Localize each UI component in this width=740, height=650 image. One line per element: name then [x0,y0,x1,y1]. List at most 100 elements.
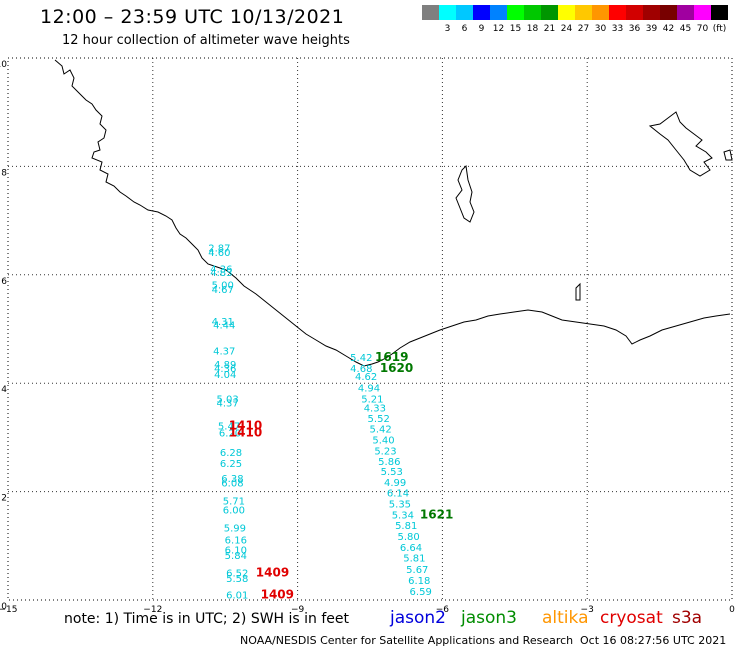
swh-value-label: 5.84 [225,551,247,562]
generation-timestamp: Oct 16 08:27:56 UTC 2021 [580,634,727,647]
scale-swatch [677,5,694,20]
swh-value-label: 4.44 [213,321,235,332]
scale-swatch [660,5,677,20]
swh-value-label: 6.38 [221,474,243,485]
islet-c [575,282,581,301]
x-tick-label: −6 [436,605,450,615]
y-tick-label: 6 [1,277,7,287]
satellite-legend-jason2: jason2 [390,608,446,628]
scale-swatch [422,5,439,20]
scale-swatch [626,5,643,20]
swh-value-label: 5.21 [361,394,383,405]
swh-value-label: 6.00 [223,505,245,516]
map-subtitle: 12 hour collection of altimeter wave hei… [62,33,350,48]
map-title: 12:00 – 23:59 UTC 10/13/2021 [40,6,345,28]
y-tick-label: 8 [1,168,7,178]
pass-time-label: 1410 [229,418,262,432]
pass-time-label: 1409 [256,565,289,579]
swh-value-label: 5.81 [403,554,425,565]
axis-tick-labels: −15 −12 −9 −6 −3 0 0 2 4 6 8 10 [0,60,735,615]
swh-value-label: 6.52 [226,568,248,579]
x-tick-label: −15 [0,605,18,615]
swh-value-label: 4.33 [364,404,386,415]
y-tick-label: 0 [1,602,7,612]
x-tick-label: 0 [729,605,735,615]
swh-value-label: 5.99 [224,523,246,534]
scale-label: 45 [679,24,692,34]
swh-value-label: 4.94 [358,384,380,395]
scale-swatch [558,5,575,20]
swh-value-label: 5.58 [226,574,248,585]
coastline-main [54,59,731,367]
swh-value-label: 6.20 [219,429,241,440]
swh-readings: 2.874.604.364.835.004.674.314.444.374.89… [208,244,432,602]
y-tick-label: 4 [1,385,7,395]
coastline [54,59,733,367]
pass-time-label: 1409 [261,588,294,602]
scale-label: 39 [645,24,658,34]
swh-value-label: 5.40 [372,436,394,447]
satellite-legend-jason3: jason3 [461,608,517,628]
scale-label: (ft) [712,24,727,34]
swh-value-label: 5.42 [350,353,372,364]
swh-value-label: 5.03 [216,394,238,405]
plot-frame [7,57,733,601]
swh-value-label: 5.81 [395,521,417,532]
y-tick-label: 2 [1,494,7,504]
swh-value-label: 5.00 [212,281,234,292]
y-tick-label: 10 [0,60,7,70]
swh-value-label: 4.67 [212,285,234,296]
scale-swatch [609,5,626,20]
swh-value-label: 4.36 [210,264,232,275]
scale-swatch [592,5,609,20]
scale-swatch [473,5,490,20]
swh-value-label: 4.62 [355,372,377,383]
island-a [455,164,475,223]
satellite-legend-s3a: s3a [672,608,703,628]
scale-swatch [694,5,711,20]
scale-label: 18 [526,24,539,34]
pass-time-label: 1410 [229,426,262,440]
scale-swatch [524,5,541,20]
footer-note: note: 1) Time is in UTC; 2) SWH is in fe… [64,611,350,627]
swh-value-label: 5.67 [406,565,428,576]
swh-value-label: 5.53 [381,467,403,478]
swh-value-label: 5.71 [223,496,245,507]
swh-value-label: 6.64 [400,543,422,554]
swh-value-label: 4.37 [213,347,235,358]
swh-value-label: 5.23 [374,446,396,457]
satellite-legend-altika: altika [542,608,589,628]
grid-lines [7,57,733,601]
scale-swatch [575,5,592,20]
scale-label: 27 [577,24,590,34]
scale-label: 30 [594,24,607,34]
scale-label: 21 [543,24,556,34]
swh-value-label: 2.87 [208,244,230,255]
swh-value-label: 4.04 [214,370,236,381]
swh-value-label: 6.10 [225,546,247,557]
scale-label: 70 [696,24,709,34]
scale-label: 9 [478,24,485,34]
swh-value-label: 4.89 [214,360,236,371]
scale-label: 12 [492,24,505,34]
swh-value-label: 4.31 [212,317,234,328]
scale-label: 15 [509,24,522,34]
x-tick-label: −3 [581,605,594,615]
credit-line: NOAA/NESDIS Center for Satellite Applica… [240,634,574,647]
scale-label: 33 [611,24,624,34]
scale-swatch [643,5,660,20]
scale-swatch [456,5,473,20]
swh-value-label: 6.28 [220,448,242,459]
x-tick-label: −12 [143,605,162,615]
swh-value-label: 4.83 [210,268,232,279]
scale-label: 6 [461,24,468,34]
x-tick-label: −9 [291,605,305,615]
swh-value-label: 6.18 [408,576,430,587]
swh-value-label: 6.16 [225,535,247,546]
scale-swatch [439,5,456,20]
scale-swatch [490,5,507,20]
swh-value-label: 5.35 [389,500,411,511]
swh-value-label: 4.99 [384,478,406,489]
